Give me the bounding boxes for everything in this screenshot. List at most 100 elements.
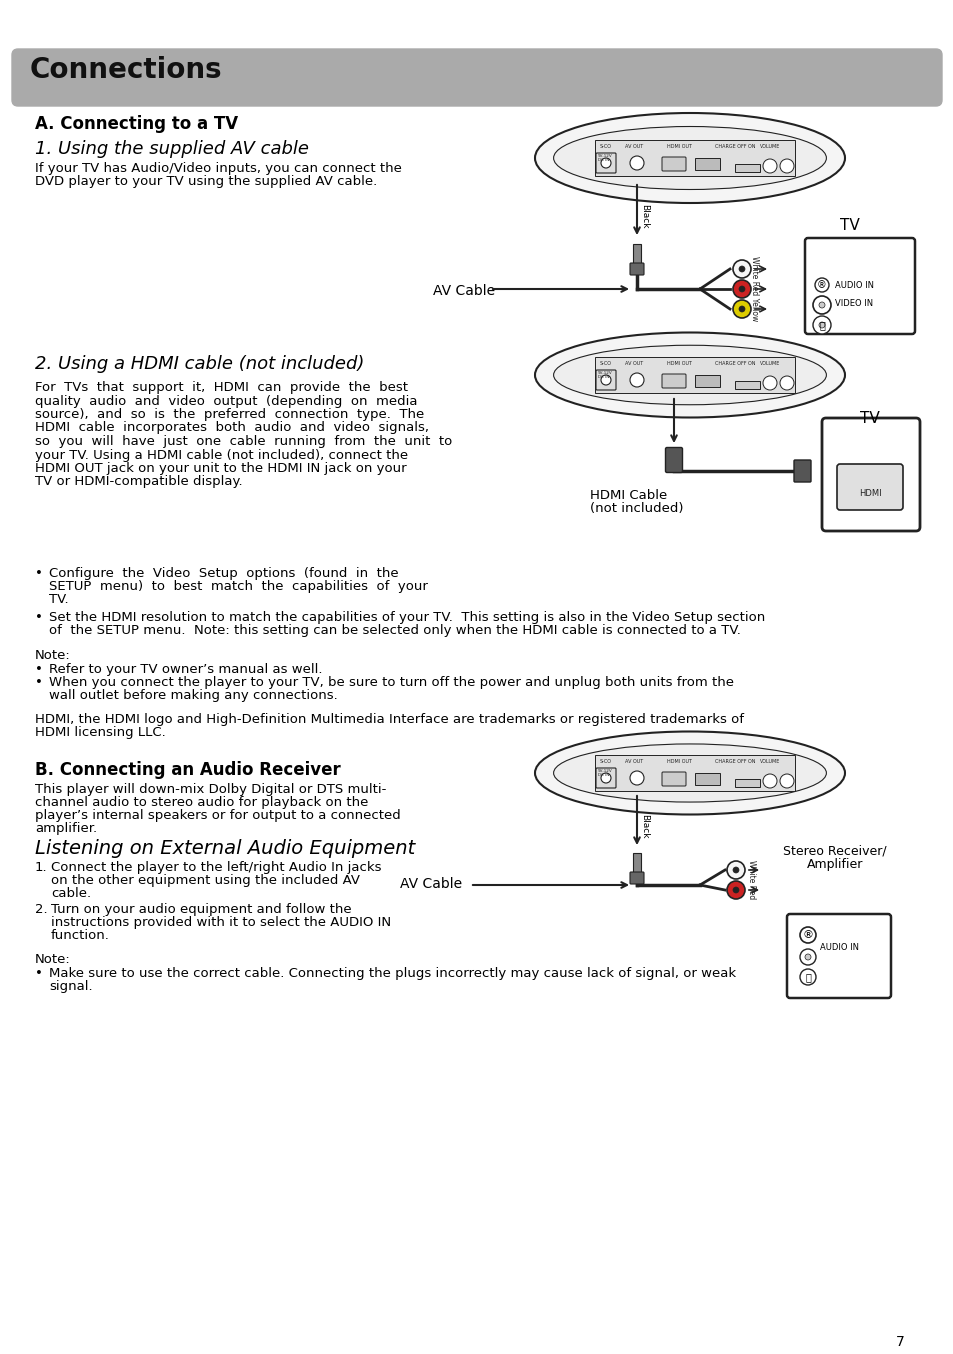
- Bar: [695, 158, 720, 171]
- Circle shape: [629, 156, 643, 171]
- Text: VOLUME: VOLUME: [760, 144, 780, 149]
- Bar: [633, 853, 640, 873]
- FancyBboxPatch shape: [629, 872, 643, 884]
- Text: Turn on your audio equipment and follow the: Turn on your audio equipment and follow …: [51, 903, 352, 917]
- Ellipse shape: [535, 333, 844, 417]
- Text: •: •: [35, 567, 43, 580]
- Text: •: •: [35, 611, 43, 624]
- Text: DC IN: DC IN: [598, 158, 609, 162]
- Text: function.: function.: [51, 929, 110, 942]
- Circle shape: [600, 158, 610, 168]
- FancyBboxPatch shape: [793, 460, 810, 482]
- Text: Listening on External Audio Equipment: Listening on External Audio Equipment: [35, 839, 415, 858]
- Text: TV.: TV.: [49, 593, 69, 607]
- Circle shape: [726, 861, 744, 879]
- Text: 9V-12V: 9V-12V: [598, 154, 612, 158]
- Text: Note:: Note:: [35, 953, 71, 965]
- Text: •: •: [35, 663, 43, 676]
- Text: source),  and  so  is  the  preferred  connection  type.  The: source), and so is the preferred connect…: [35, 408, 424, 421]
- Text: (not included): (not included): [589, 502, 682, 515]
- FancyBboxPatch shape: [836, 464, 902, 510]
- Circle shape: [629, 372, 643, 387]
- Text: Amplifier: Amplifier: [806, 858, 862, 871]
- Circle shape: [732, 301, 750, 318]
- Circle shape: [818, 322, 824, 328]
- Text: amplifier.: amplifier.: [35, 822, 97, 835]
- Circle shape: [804, 955, 810, 960]
- Text: so  you  will  have  just  one  cable  running  from  the  unit  to: so you will have just one cable running …: [35, 435, 452, 448]
- Circle shape: [800, 969, 815, 984]
- Circle shape: [600, 375, 610, 385]
- Text: DC IN: DC IN: [598, 375, 609, 379]
- Text: Stereo Receiver/: Stereo Receiver/: [782, 845, 886, 858]
- Bar: [595, 139, 794, 176]
- Text: When you connect the player to your TV, be sure to turn off the power and unplug: When you connect the player to your TV, …: [49, 676, 733, 689]
- Text: player’s internal speakers or for output to a connected: player’s internal speakers or for output…: [35, 808, 400, 822]
- Circle shape: [739, 306, 744, 311]
- FancyBboxPatch shape: [665, 448, 681, 473]
- Text: AV Cable: AV Cable: [399, 877, 461, 891]
- Text: A. Connecting to a TV: A. Connecting to a TV: [35, 115, 238, 133]
- FancyBboxPatch shape: [596, 153, 616, 173]
- Circle shape: [732, 867, 739, 873]
- Text: Note:: Note:: [35, 649, 71, 662]
- Text: White Red: White Red: [747, 860, 756, 899]
- Text: CHARGE OFF ON: CHARGE OFF ON: [714, 760, 755, 764]
- Ellipse shape: [535, 112, 844, 203]
- Text: 1.: 1.: [35, 861, 48, 873]
- Circle shape: [780, 158, 793, 173]
- Text: AV OUT: AV OUT: [624, 362, 642, 366]
- FancyBboxPatch shape: [629, 263, 643, 275]
- Text: This player will down-mix Dolby Digital or DTS multi-: This player will down-mix Dolby Digital …: [35, 783, 386, 796]
- Circle shape: [732, 887, 739, 894]
- Text: Configure  the  Video  Setup  options  (found  in  the: Configure the Video Setup options (found…: [49, 567, 398, 580]
- Bar: [734, 164, 760, 172]
- Text: HDMI, the HDMI logo and High-Definition Multimedia Interface are trademarks or r: HDMI, the HDMI logo and High-Definition …: [35, 714, 743, 726]
- Text: 9V-12V: 9V-12V: [598, 769, 612, 773]
- Text: cable.: cable.: [51, 887, 91, 900]
- FancyBboxPatch shape: [661, 157, 685, 171]
- Circle shape: [732, 260, 750, 278]
- Circle shape: [600, 773, 610, 783]
- Text: ®: ®: [817, 280, 826, 290]
- Text: HDMI OUT: HDMI OUT: [666, 144, 691, 149]
- FancyBboxPatch shape: [821, 418, 919, 531]
- Circle shape: [762, 376, 776, 390]
- Text: White Red Yellow: White Red Yellow: [750, 256, 759, 322]
- Text: VOLUME: VOLUME: [760, 362, 780, 366]
- Text: S-CO: S-CO: [599, 144, 612, 149]
- Bar: [734, 380, 760, 389]
- Circle shape: [818, 302, 824, 307]
- Text: •: •: [35, 967, 43, 980]
- Text: on the other equipment using the included AV: on the other equipment using the include…: [51, 873, 359, 887]
- Text: 7: 7: [895, 1335, 903, 1349]
- Text: Connect the player to the left/right Audio In jacks: Connect the player to the left/right Aud…: [51, 861, 381, 873]
- Text: channel audio to stereo audio for playback on the: channel audio to stereo audio for playba…: [35, 796, 368, 808]
- Text: For  TVs  that  support  it,  HDMI  can  provide  the  best: For TVs that support it, HDMI can provid…: [35, 380, 408, 394]
- Text: VOLUME: VOLUME: [760, 760, 780, 764]
- Text: Black: Black: [639, 203, 648, 229]
- Circle shape: [732, 280, 750, 298]
- Text: CHARGE OFF ON: CHARGE OFF ON: [714, 144, 755, 149]
- Text: AV OUT: AV OUT: [624, 144, 642, 149]
- Text: HDMI  cable  incorporates  both  audio  and  video  signals,: HDMI cable incorporates both audio and v…: [35, 421, 429, 435]
- Text: HDMI OUT: HDMI OUT: [666, 362, 691, 366]
- Text: S-CO: S-CO: [599, 760, 612, 764]
- Text: Refer to your TV owner’s manual as well.: Refer to your TV owner’s manual as well.: [49, 663, 322, 676]
- Text: AV OUT: AV OUT: [624, 760, 642, 764]
- Circle shape: [780, 376, 793, 390]
- Text: B. Connecting an Audio Receiver: B. Connecting an Audio Receiver: [35, 761, 340, 779]
- Circle shape: [629, 770, 643, 785]
- Text: HDMI licensing LLC.: HDMI licensing LLC.: [35, 726, 166, 739]
- Ellipse shape: [553, 345, 825, 405]
- Text: Set the HDMI resolution to match the capabilities of your TV.  This setting is a: Set the HDMI resolution to match the cap…: [49, 611, 764, 624]
- Text: signal.: signal.: [49, 980, 92, 992]
- Bar: [695, 375, 720, 387]
- Text: your TV. Using a HDMI cable (not included), connect the: your TV. Using a HDMI cable (not include…: [35, 448, 408, 462]
- Bar: [595, 357, 794, 393]
- Text: 9V-12V: 9V-12V: [598, 371, 612, 375]
- Circle shape: [739, 265, 744, 272]
- Circle shape: [762, 158, 776, 173]
- Bar: [595, 756, 794, 791]
- Text: Black: Black: [639, 814, 648, 838]
